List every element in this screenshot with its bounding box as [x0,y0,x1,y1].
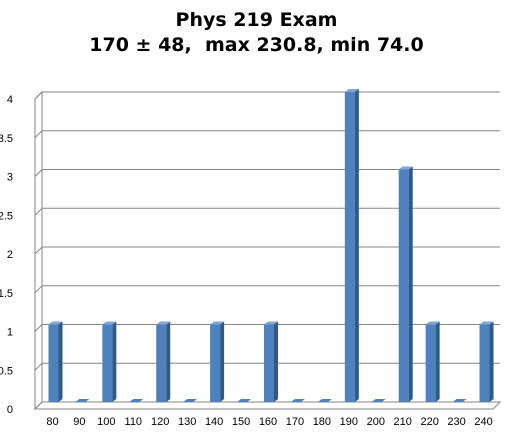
x-tick-label: 90 [73,416,85,428]
bar-zero [75,399,90,402]
bar-zero [371,399,386,402]
bar-front [102,324,113,402]
bar-side [435,321,440,402]
x-tick-label: 160 [259,416,277,428]
gridline-side [34,246,43,255]
y-tick-label: 1 [7,327,13,339]
bar [344,89,359,402]
gridline-side [34,401,43,410]
bar-front [344,92,355,402]
bar-side [408,166,413,402]
bar-top [210,321,225,325]
chart-title-block: Phys 219 Exam 170 ± 48, max 230.8, min 7… [0,8,513,58]
gridline-side [34,207,43,216]
floor [33,401,502,410]
bar-zero [237,399,252,402]
x-tick-label: 140 [205,416,223,428]
x-tick-label: 80 [46,416,58,428]
x-tick-label: 230 [447,416,465,428]
x-tick-label: 180 [313,416,331,428]
bar-side [489,321,494,402]
bar [48,321,63,402]
bar-zero [317,399,332,402]
x-tick-label: 150 [232,416,250,428]
y-tick-label: 0 [7,404,13,416]
bar [75,399,90,402]
gridline-side [34,362,43,371]
bar-zero [183,399,198,402]
x-tick-label: 210 [394,416,412,428]
y-tick-label: 4 [7,94,13,106]
gridline-side [34,130,43,139]
bar [237,399,252,402]
bar-front [479,324,490,402]
bar-side [220,321,225,402]
bar-front [156,324,167,402]
bar-top [344,89,359,92]
x-tick-label: 190 [340,416,358,428]
x-tick-label: 240 [474,416,492,428]
bar [317,399,332,402]
bar [425,321,440,402]
x-tick-label: 220 [420,416,438,428]
bar-top [264,321,278,325]
bar [398,166,413,402]
chart-title: Phys 219 Exam [175,9,338,31]
bar-zero [290,399,305,402]
bar [452,399,467,402]
x-tick-label: 120 [151,416,169,428]
bar-front [210,324,221,402]
bar-side [112,321,117,402]
bar [129,399,144,402]
y-tick-label: 3 [7,172,13,184]
y-tick-label: 0.5 [0,365,13,377]
bar [290,399,305,402]
bar-front [48,324,59,402]
bar-front [398,169,409,402]
bar-side [354,89,359,402]
bar [264,321,278,402]
y-tick-label: 2.5 [0,210,13,222]
bar-top [156,321,171,325]
bar-top [48,321,63,325]
bar-side [58,321,63,402]
bar-zero [452,399,467,402]
x-axis-ticks: 80 90 100 110 120 130 140 150 160 170 180 190 200 210… [46,416,492,428]
bar-front [425,324,436,402]
bar [156,321,171,402]
bar [479,321,494,402]
chart-subtitle: 170 ± 48, max 230.8, min 74.0 [89,34,424,56]
bar-top [102,321,117,325]
x-tick-label: 100 [97,416,115,428]
bar [102,321,117,402]
bar-side [274,321,278,402]
bar [183,399,198,402]
bar-front [264,324,274,402]
bar [210,321,225,402]
x-tick-label: 110 [125,416,143,428]
bar-zero [129,399,144,402]
gridline-side [34,324,43,332]
bar-side [166,321,171,402]
gridline-side [34,285,43,294]
y-tick-label: 3.5 [0,133,13,145]
bar [371,399,386,402]
bar-top [398,166,413,170]
bars [48,89,494,402]
x-tick-label: 200 [367,416,385,428]
gridline-side [34,91,43,100]
bar-top [425,321,440,325]
y-axis-ticks: 0 0.5 1 1.5 2 2.5 3 3.5 4 [0,94,13,416]
y-tick-label: 2 [7,249,13,261]
y-tick-label: 1.5 [0,288,13,300]
bar-top [479,321,494,325]
x-tick-label: 170 [286,416,304,428]
x-tick-label: 130 [178,416,196,428]
gridline-side [34,169,43,177]
